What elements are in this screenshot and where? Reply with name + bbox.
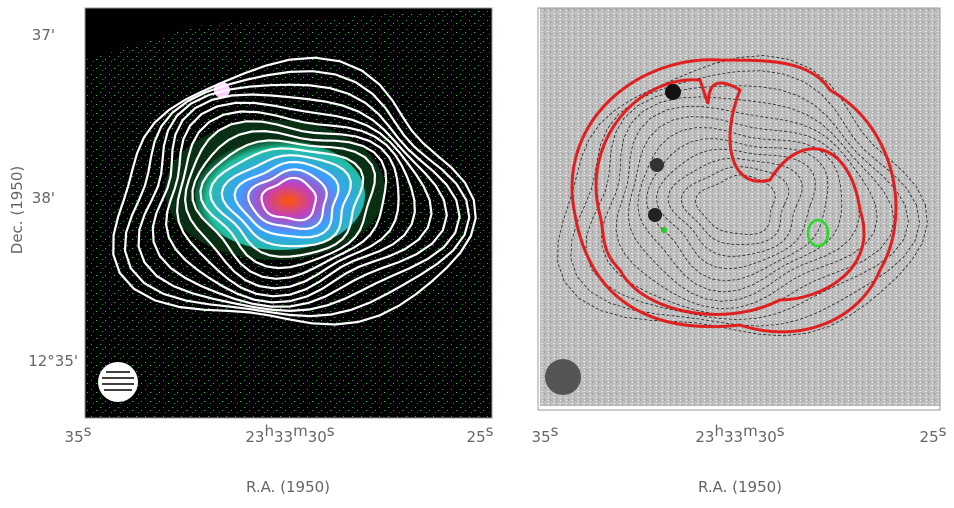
beam [545, 359, 581, 395]
x-tick-labels: 35s 23h33m30s 25s 35s 23h33m30s 25s [65, 422, 947, 446]
x-tick-part: 33 [274, 428, 293, 446]
contour [175, 110, 416, 298]
contour [695, 174, 776, 235]
x-tick-part: 25 [467, 428, 486, 446]
y-tick-label: 12°35' [28, 352, 78, 370]
contour [570, 70, 921, 327]
contour [637, 127, 843, 293]
beam [98, 362, 138, 402]
x-tick-label: 25s [920, 422, 947, 446]
x-tick-part: s [551, 422, 559, 440]
right-image [540, 8, 940, 406]
contour [646, 138, 829, 282]
x-tick-label: 25s [467, 422, 494, 446]
x-tick-part: 33 [724, 428, 743, 446]
x-tick-label: 35s [65, 422, 92, 446]
x-tick-part: 23 [695, 428, 714, 446]
source [648, 208, 662, 222]
x-tick-part: 30 [758, 428, 777, 446]
y-tick-label: 37' [32, 26, 55, 44]
x-tick-part: s [327, 422, 335, 440]
x-tick-part: h [714, 422, 724, 440]
x-tick-part: m [743, 422, 758, 440]
contour [137, 83, 461, 313]
y-axis-label: Dec. (1950) [8, 166, 26, 254]
contour [208, 147, 365, 258]
x-axis-label: R.A. (1950) [246, 478, 330, 496]
x-tick-part: 35 [65, 428, 84, 446]
x-tick-part: s [939, 422, 947, 440]
x-tick-part: s [777, 422, 785, 440]
contour [246, 168, 328, 231]
contour [112, 56, 477, 326]
source [661, 227, 667, 233]
x-tick-part: s [486, 422, 494, 440]
red-contour-inner [594, 78, 866, 316]
contour [164, 101, 433, 304]
x-tick-part: 23 [245, 428, 264, 446]
source [665, 84, 681, 100]
contour [615, 106, 878, 310]
x-axis-label: R.A. (1950) [698, 478, 782, 496]
contour [123, 70, 471, 318]
contour [233, 160, 340, 239]
contour [667, 157, 803, 257]
x-tick-part: s [84, 422, 92, 440]
x-tick-label: 35s [532, 422, 559, 446]
x-tick-label: 23h33m30s [245, 422, 334, 446]
contour [627, 116, 860, 302]
green-contour [806, 218, 830, 248]
contour [183, 120, 400, 290]
left-frame [84, 7, 493, 419]
contour [557, 55, 928, 337]
contour [260, 176, 318, 222]
red-contour-outer [570, 58, 898, 334]
contour [151, 93, 448, 308]
x-tick-part: m [293, 422, 308, 440]
x-tick-part: 35 [532, 428, 551, 446]
contour [655, 148, 816, 270]
right-frame [537, 7, 941, 411]
x-tick-part: h [264, 422, 274, 440]
x-tick-part: 30 [308, 428, 327, 446]
x-tick-part: 25 [920, 428, 939, 446]
contour [191, 129, 388, 280]
white-contours [112, 56, 477, 326]
source [650, 158, 664, 172]
y-tick-label: 38' [32, 189, 55, 207]
beam-hatch [102, 371, 134, 391]
contour [199, 139, 377, 270]
contour [600, 96, 895, 315]
x-tick-label: 23h33m30s [695, 422, 784, 446]
contour [220, 154, 352, 248]
